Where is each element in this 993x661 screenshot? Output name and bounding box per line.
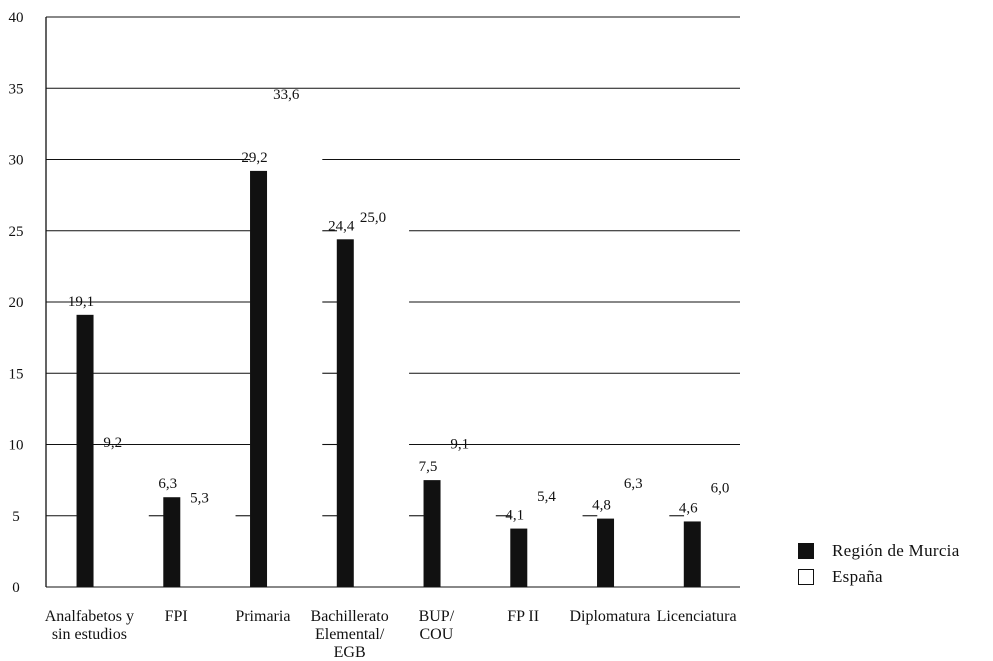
bar-region-de-murcia xyxy=(163,497,181,587)
data-label-region-de-murcia: 24,4 xyxy=(328,218,355,234)
bar-region-de-murcia xyxy=(76,314,94,587)
data-label-espana: 6,0 xyxy=(711,481,730,497)
data-label-espana: 25,0 xyxy=(360,210,386,226)
data-label-espana: 9,2 xyxy=(103,435,122,451)
data-label-espana: 5,4 xyxy=(537,489,556,505)
legend-item-region-de-murcia: Región de Murcia xyxy=(798,538,960,564)
category-label: Primaria xyxy=(235,608,290,625)
data-label-espana: 6,3 xyxy=(624,476,643,492)
data-label-region-de-murcia: 29,2 xyxy=(241,150,267,166)
data-label-region-de-murcia: 6,3 xyxy=(158,476,177,492)
data-label-espana: 9,1 xyxy=(450,436,469,452)
bar-region-de-murcia xyxy=(683,521,701,587)
y-tick-label: 25 xyxy=(9,224,24,240)
y-tick-label: 35 xyxy=(9,81,24,97)
legend-label-espana: España xyxy=(832,567,883,586)
category-label: Diplomatura xyxy=(569,608,650,625)
category-label: EGB xyxy=(334,644,366,661)
bar-region-de-murcia xyxy=(510,528,528,587)
legend-swatch-espana xyxy=(798,569,814,585)
data-label-region-de-murcia: 4,1 xyxy=(505,508,524,524)
category-label: Elemental/ xyxy=(315,626,385,643)
category-label: Licenciatura xyxy=(657,608,737,625)
y-tick-label: 0 xyxy=(12,580,20,596)
y-tick-label: 40 xyxy=(9,10,24,26)
category-label: Analfabetos y xyxy=(45,608,134,625)
data-label-region-de-murcia: 4,6 xyxy=(679,500,698,516)
bar-region-de-murcia xyxy=(423,480,441,587)
legend: Región de Murcia España xyxy=(798,538,960,590)
data-label-region-de-murcia: 7,5 xyxy=(419,459,438,475)
y-tick-label: 15 xyxy=(9,366,24,382)
legend-swatch-region-de-murcia xyxy=(798,543,814,559)
bar-region-de-murcia xyxy=(336,239,354,588)
category-label: FP II xyxy=(507,608,539,625)
category-label: Bachillerato xyxy=(311,608,389,625)
y-tick-label: 10 xyxy=(9,438,24,454)
category-label: BUP/ xyxy=(419,608,455,625)
legend-label-region-de-murcia: Región de Murcia xyxy=(832,541,960,560)
data-label-region-de-murcia: 19,1 xyxy=(68,294,94,310)
y-tick-label: 30 xyxy=(9,153,24,169)
y-tick-label: 5 xyxy=(12,509,20,525)
bar-region-de-murcia xyxy=(250,170,268,587)
bar-region-de-murcia xyxy=(597,518,615,587)
data-label-region-de-murcia: 4,8 xyxy=(592,498,611,514)
category-label: sin estudios xyxy=(52,626,127,643)
data-label-espana: 5,3 xyxy=(190,490,209,506)
legend-item-espana: España xyxy=(798,564,960,590)
category-label: COU xyxy=(419,626,453,643)
y-tick-label: 20 xyxy=(9,295,24,311)
category-label: FPI xyxy=(165,608,188,625)
data-label-espana: 33,6 xyxy=(273,87,300,103)
